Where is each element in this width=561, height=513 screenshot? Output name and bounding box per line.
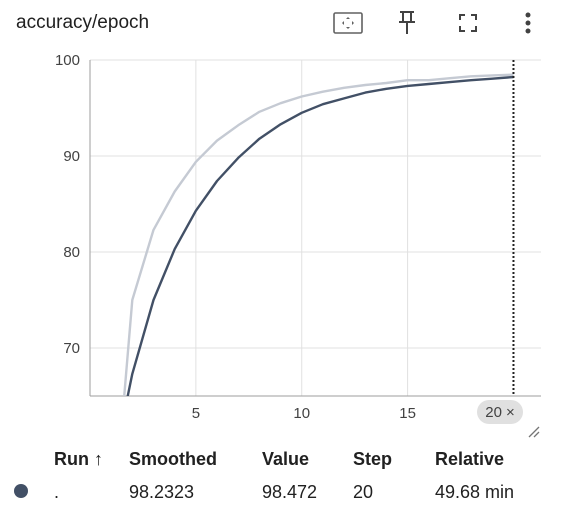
card-title: accuracy/epoch xyxy=(16,12,150,33)
more-vert-icon xyxy=(525,12,531,34)
line-chart[interactable]: 70 80 90 100 5 10 15 xyxy=(0,50,561,445)
chart-svg: 70 80 90 100 5 10 15 xyxy=(55,52,541,422)
step-chip[interactable]: 20 × xyxy=(477,400,523,424)
fit-domain-button[interactable] xyxy=(331,6,365,40)
raw-value-cell: 98.472 xyxy=(262,481,318,502)
step-chip-label: 20 xyxy=(485,403,502,421)
y-tick-label: 70 xyxy=(63,340,80,357)
y-tick-label: 80 xyxy=(63,244,80,261)
x-tick-label: 5 xyxy=(192,405,200,422)
header-run[interactable]: Run ↑ xyxy=(54,448,103,469)
step-cell: 20 xyxy=(353,481,374,502)
relative-time-cell: 49.68 min xyxy=(435,481,515,502)
run-color-dot xyxy=(14,483,28,498)
runs-table: Run ↑ Smoothed Value Step Relative . 98.… xyxy=(14,444,535,510)
series-line-smoothed xyxy=(126,75,514,396)
run-color-cell xyxy=(14,474,54,510)
header-relative[interactable]: Relative xyxy=(435,448,505,469)
table-header-row: Run ↑ Smoothed Value Step Relative xyxy=(14,444,535,474)
fit-domain-icon xyxy=(333,12,363,34)
close-icon[interactable]: × xyxy=(505,403,515,421)
run-name-cell: . xyxy=(54,481,60,502)
series-line-raw xyxy=(123,73,514,396)
fullscreen-icon xyxy=(459,14,477,32)
pin-button[interactable] xyxy=(390,6,424,40)
x-tick-label: 15 xyxy=(399,405,416,422)
header-smoothed[interactable]: Smoothed xyxy=(129,448,217,469)
fullscreen-button[interactable] xyxy=(451,6,485,40)
smoothed-value-cell: 98.2323 xyxy=(129,481,195,502)
more-actions-button[interactable] xyxy=(511,6,545,40)
y-tick-label: 90 xyxy=(63,148,80,165)
header-spacer xyxy=(14,444,54,474)
header-value[interactable]: Value xyxy=(262,448,310,469)
resize-handle-icon[interactable] xyxy=(527,425,541,439)
y-tick-label: 100 xyxy=(55,52,80,69)
header-step[interactable]: Step xyxy=(353,448,393,469)
table-row: . 98.2323 98.472 20 49.68 min xyxy=(14,474,535,510)
pin-icon xyxy=(399,11,415,34)
x-tick-label: 10 xyxy=(293,405,310,422)
